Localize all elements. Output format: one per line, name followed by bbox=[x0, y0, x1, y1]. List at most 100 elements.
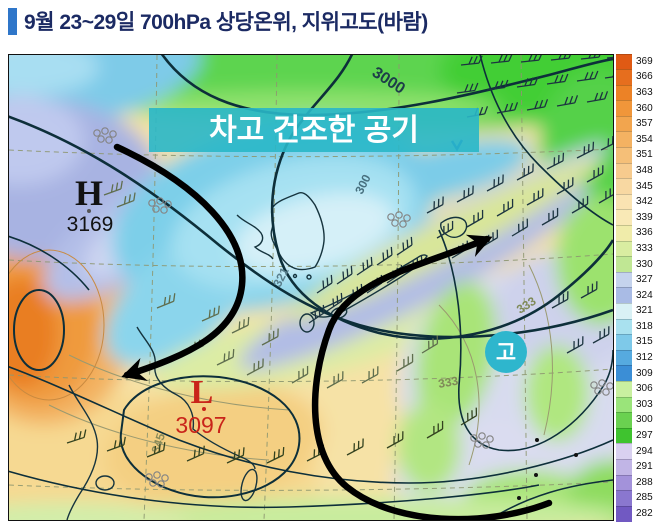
legend-value: 336 bbox=[636, 227, 653, 239]
legend-entry: 360 bbox=[616, 100, 658, 117]
legend-swatch bbox=[616, 474, 632, 492]
point-markers bbox=[517, 438, 578, 500]
legend-value: 345 bbox=[636, 180, 653, 192]
legend-entry: 357 bbox=[616, 115, 658, 133]
legend-value: 357 bbox=[636, 118, 653, 130]
high-value: 3169 bbox=[67, 213, 114, 236]
legend-swatch bbox=[616, 240, 632, 258]
legend-swatch bbox=[616, 256, 632, 273]
legend-swatch bbox=[616, 365, 632, 382]
wind-barb-icon bbox=[246, 358, 264, 376]
title-accent-bar bbox=[8, 7, 17, 35]
legend-value: 324 bbox=[636, 289, 653, 301]
airflow-arrows bbox=[113, 143, 553, 523]
station-circle-icon bbox=[387, 213, 395, 221]
legend-entry: 333 bbox=[616, 240, 658, 258]
station-symbols bbox=[93, 127, 614, 488]
legend-swatch bbox=[616, 147, 632, 164]
low-value: 3097 bbox=[175, 412, 226, 438]
cold-air-annotation-text: 차고 건조한 공기 bbox=[209, 114, 419, 147]
wind-barb-icon bbox=[511, 218, 529, 237]
wind-barb-icon bbox=[386, 431, 404, 449]
legend-value: 303 bbox=[636, 398, 653, 410]
legend-value: 363 bbox=[636, 86, 653, 98]
wind-barb-icon bbox=[103, 180, 123, 196]
legend-swatch bbox=[616, 100, 632, 117]
legend-entry: 294 bbox=[616, 443, 658, 460]
wind-barb-icon bbox=[426, 420, 444, 439]
wind-barb-icon bbox=[526, 99, 549, 111]
station-circle-icon bbox=[590, 381, 598, 389]
legend-entry: 354 bbox=[616, 131, 658, 149]
legend-swatch bbox=[616, 412, 632, 429]
wind-barb-icon bbox=[216, 349, 235, 366]
wind-barb-icon bbox=[436, 220, 454, 239]
station-circle-icon bbox=[594, 387, 602, 395]
legend-entry: 303 bbox=[616, 396, 658, 414]
station-circle-icon bbox=[602, 388, 610, 396]
legend-value: 318 bbox=[636, 320, 653, 332]
legend-entry: 369 bbox=[616, 53, 658, 71]
legend-swatch bbox=[616, 131, 632, 149]
legend-value: 285 bbox=[636, 492, 653, 504]
legend-swatch bbox=[616, 443, 632, 460]
legend-value: 315 bbox=[636, 336, 653, 348]
legend-entry: 321 bbox=[616, 303, 658, 320]
low-center-dot bbox=[202, 407, 206, 411]
legend-entry: 306 bbox=[616, 380, 658, 398]
wind-barb-icon bbox=[486, 174, 504, 192]
legend-entry: 297 bbox=[616, 427, 658, 445]
wind-barb-icon bbox=[291, 365, 309, 384]
legend-entry: 291 bbox=[616, 458, 658, 476]
legend-value: 309 bbox=[636, 367, 653, 379]
legend-value: 348 bbox=[636, 164, 653, 176]
station-circle-icon bbox=[148, 199, 156, 207]
graticule-grid bbox=[8, 54, 614, 521]
wind-barb-icon bbox=[571, 195, 589, 214]
wind-barb-icon bbox=[486, 79, 509, 91]
wind-barb-icon bbox=[266, 447, 285, 464]
high-center-label: H 3169 bbox=[67, 173, 114, 236]
station-circle-icon bbox=[145, 473, 153, 481]
legend-value: 306 bbox=[636, 383, 653, 395]
wind-barb-icon bbox=[106, 436, 126, 452]
legend-swatch bbox=[616, 193, 632, 211]
wind-barb-icon bbox=[586, 165, 604, 183]
wind-barb-icon bbox=[496, 198, 514, 217]
legend-swatch bbox=[616, 427, 632, 445]
wind-barb-icon bbox=[550, 50, 573, 61]
wind-barb-icon bbox=[556, 95, 579, 107]
legend-entry: 309 bbox=[616, 365, 658, 382]
legend-value: 351 bbox=[636, 149, 653, 161]
high-letter: H bbox=[75, 173, 103, 213]
low-center-label: L 3097 bbox=[175, 374, 226, 438]
wind-barb-icon bbox=[551, 291, 569, 309]
wind-barb-icon bbox=[526, 188, 544, 206]
station-circle-icon bbox=[97, 135, 105, 143]
wind-barb-icon bbox=[116, 192, 136, 208]
station-circle-icon bbox=[161, 474, 169, 482]
wind-barb-icon bbox=[186, 445, 205, 462]
high-badge: 고 bbox=[485, 331, 527, 373]
station-circle-icon bbox=[478, 432, 486, 440]
legend-value: 294 bbox=[636, 445, 653, 457]
wind-barb-icon bbox=[516, 76, 539, 88]
wind-barb-icon bbox=[516, 163, 534, 181]
wind-barb-icon bbox=[566, 336, 584, 354]
high-center-dot bbox=[87, 209, 91, 213]
legend-value: 291 bbox=[636, 461, 653, 473]
legend-value: 330 bbox=[636, 258, 653, 270]
cold-airflow-arrow bbox=[113, 143, 246, 381]
station-circle-icon bbox=[157, 480, 165, 488]
wind-barb-icon bbox=[421, 335, 439, 354]
wind-barb-icon bbox=[346, 438, 364, 456]
wind-barb-icon bbox=[308, 304, 325, 324]
legend-value: 354 bbox=[636, 133, 653, 145]
wind-barb-icon bbox=[520, 52, 543, 63]
legend-swatch bbox=[616, 396, 632, 414]
wind-barb-icon bbox=[546, 73, 569, 85]
legend-entry: 300 bbox=[616, 412, 658, 429]
wind-barb-icon bbox=[456, 82, 479, 94]
legend-swatch bbox=[616, 84, 632, 102]
legend-entry: 324 bbox=[616, 287, 658, 304]
